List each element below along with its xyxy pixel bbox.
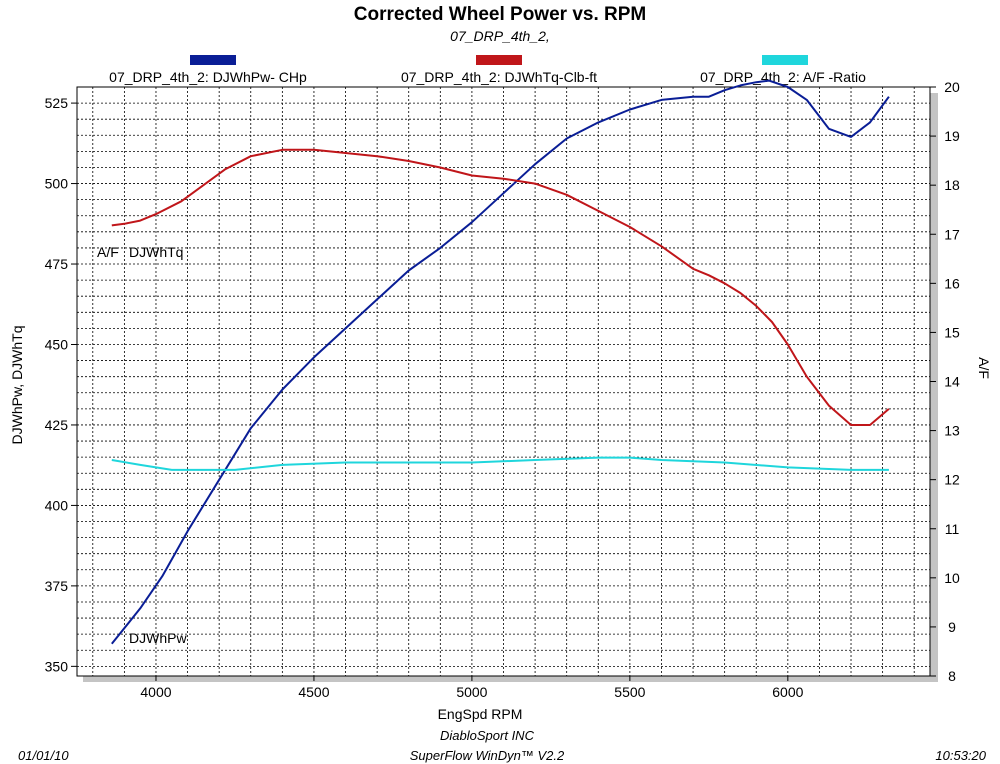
y-right-tick-label: 15 xyxy=(944,324,960,340)
series-label-torque: DJWhTq xyxy=(129,244,183,260)
y-left-tick-label: 450 xyxy=(45,336,69,352)
footer-date: 01/01/10 xyxy=(18,748,69,763)
series-layer xyxy=(111,79,890,645)
x-axis: 4000 4500 5000 5500 6000 xyxy=(140,676,804,700)
y-left-tick-label: 475 xyxy=(45,256,69,272)
y-right-tick-label: 13 xyxy=(944,423,960,439)
y-right-tick-label: 16 xyxy=(944,275,960,291)
y-right-tick-label: 12 xyxy=(944,472,960,488)
chart-subtitle: 07_DRP_4th_2, xyxy=(450,28,550,44)
y-left-tick-label: 525 xyxy=(45,95,69,111)
y-right-tick-label: 8 xyxy=(948,668,956,684)
footer-time: 10:53:20 xyxy=(935,748,986,763)
y-left-tick-label: 350 xyxy=(45,658,69,674)
x-tick-label: 6000 xyxy=(772,684,803,700)
x-tick-label: 4000 xyxy=(140,684,171,700)
chart-title: Corrected Wheel Power vs. RPM xyxy=(354,4,646,25)
legend-swatch-af xyxy=(762,55,808,65)
series-line-power xyxy=(111,79,890,645)
y-axis-left: 350 375 400 425 450 475 500 525 xyxy=(45,95,77,674)
y-right-tick-label: 9 xyxy=(948,619,956,635)
x-tick-label: 5500 xyxy=(614,684,645,700)
legend: 07_DRP_4th_2: DJWhPw- CHp 07_DRP_4th_2: … xyxy=(109,55,866,85)
y-left-tick-label: 400 xyxy=(45,497,69,513)
y-axis-right: 8 9 10 11 12 13 14 15 16 17 18 19 20 xyxy=(930,79,960,684)
series-label-power: DJWhPw xyxy=(129,630,187,646)
x-tick-label: 4500 xyxy=(298,684,329,700)
y-right-tick-label: 14 xyxy=(944,374,960,390)
legend-label-af: 07_DRP_4th_2: A/F -Ratio xyxy=(700,69,866,85)
legend-swatch-power xyxy=(190,55,236,65)
series-line-torque xyxy=(111,148,890,426)
y-right-tick-label: 17 xyxy=(944,226,960,242)
x-axis-title: EngSpd RPM xyxy=(438,706,523,722)
y-axis-left-title: DJWhPw, DJWhTq xyxy=(9,325,25,444)
plot-area xyxy=(76,86,931,677)
y-right-tick-label: 19 xyxy=(944,128,960,144)
series-label-af: A/F xyxy=(97,244,119,260)
footer-software: SuperFlow WinDyn™ V2.2 xyxy=(410,748,565,763)
y-axis-right-title: A/F xyxy=(976,357,992,379)
y-left-tick-label: 425 xyxy=(45,417,69,433)
y-left-tick-label: 375 xyxy=(45,578,69,594)
legend-swatch-torque xyxy=(476,55,522,65)
legend-label-torque: 07_DRP_4th_2: DJWhTq-Clb-ft xyxy=(401,69,597,85)
legend-label-power: 07_DRP_4th_2: DJWhPw- CHp xyxy=(109,69,307,85)
series-line-af xyxy=(111,456,889,471)
footer-company: DiabloSport INC xyxy=(440,728,535,743)
y-left-tick-label: 500 xyxy=(45,176,69,192)
y-right-tick-label: 18 xyxy=(944,177,960,193)
y-right-tick-label: 10 xyxy=(944,570,960,586)
y-right-tick-label: 20 xyxy=(944,79,960,95)
y-right-tick-label: 11 xyxy=(945,521,960,537)
x-tick-label: 5000 xyxy=(456,684,487,700)
